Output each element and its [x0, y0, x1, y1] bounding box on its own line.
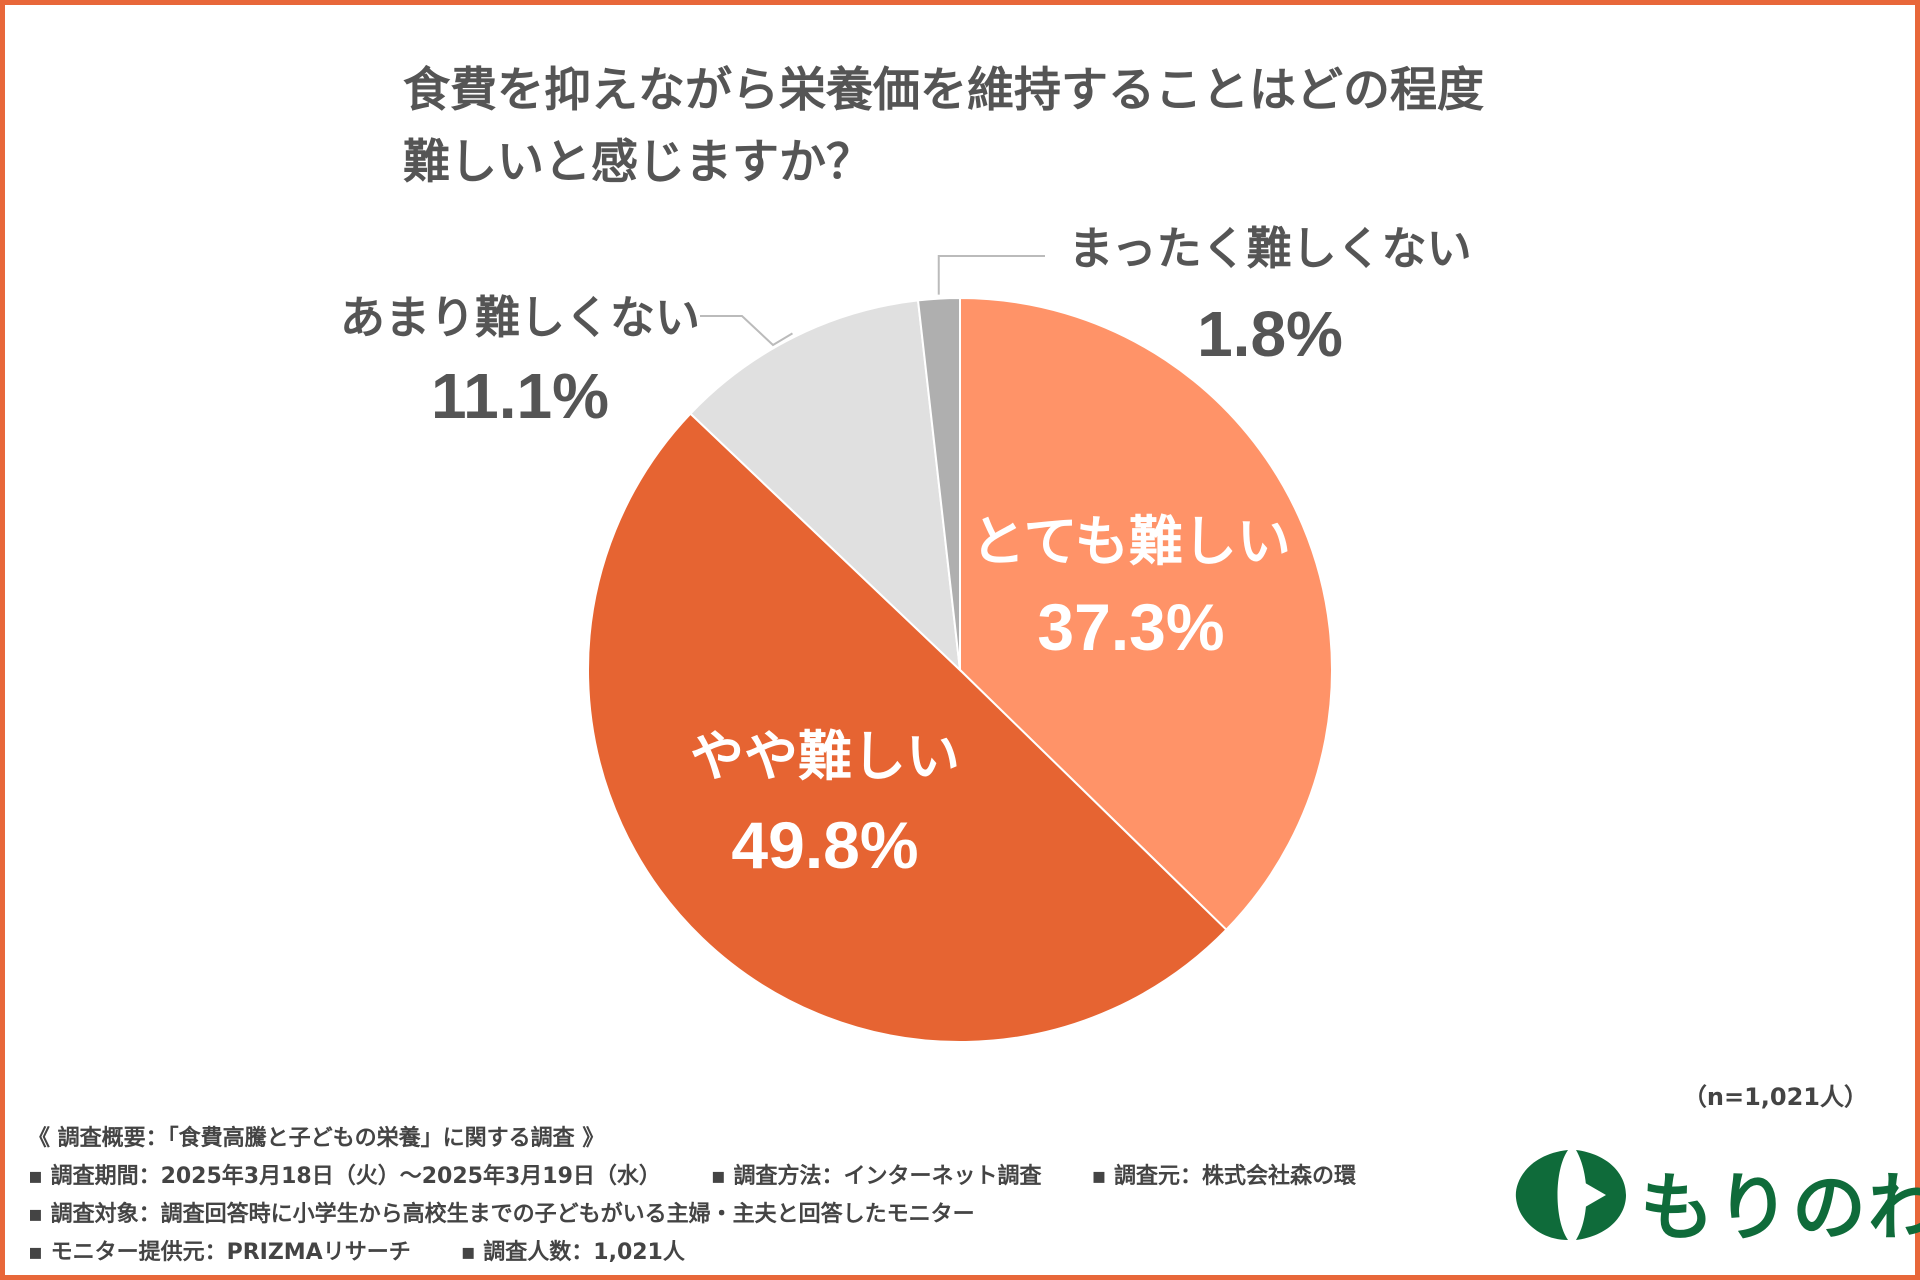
slice-label-4: まったく難しくない: [1068, 222, 1471, 275]
pie-slice-4: [916, 296, 961, 671]
survey-source: ▪ 調査元：株式会社森の環: [1091, 1164, 1357, 1189]
leader-line-3: [700, 315, 793, 347]
survey-row-3: ▪ モニター提供元：PRIZMAリサーチ ▪ 調査人数：1,021人: [28, 1234, 1356, 1272]
survey-count: ▪ 調査人数：1,021人: [460, 1240, 685, 1265]
survey-heading: 《 調査概要：「食費高騰と子どもの栄養」に関する調査 》: [28, 1126, 605, 1151]
slice-value-2: 49.8%: [731, 808, 918, 882]
slice-value-3: 11.1%: [431, 360, 609, 432]
slice-value-4: 1.8%: [1197, 298, 1343, 370]
chart-title-line-2: 難しいと感じますか？: [403, 135, 873, 190]
survey-row-1: ▪ 調査期間：2025年3月18日（火）～2025年3月19日（水） ▪ 調査方法…: [28, 1158, 1356, 1196]
slice-value-1: 37.3%: [1037, 590, 1224, 664]
survey-notes: 《 調査概要：「食費高騰と子どもの栄養」に関する調査 》 ▪ 調査期間：2025…: [28, 1120, 1356, 1272]
logo-text: もりのわ: [1640, 1165, 1920, 1251]
pie-slice-3: [689, 299, 962, 673]
survey-period: ▪ 調査期間：2025年3月18日（火）～2025年3月19日（水）: [28, 1164, 661, 1189]
survey-target: ▪ 調査対象：調査回答時に小学生から高校生までの子どもがいる主婦・主夫と回答した…: [28, 1202, 975, 1227]
slice-label-3: あまり難しくない: [340, 291, 700, 344]
leader-line-4: [937, 255, 1045, 295]
chart-title: 食費を抑えながら栄養価を維持することはどの程度 難しいと感じますか？: [403, 55, 1603, 199]
slice-label-1: とても難しい: [971, 510, 1291, 573]
sample-size-note: （n=1,021人）: [1682, 1083, 1868, 1111]
pie-slice-1: [959, 296, 1333, 932]
chart-title-line-1: 食費を抑えながら栄養価を維持することはどの程度: [403, 63, 1484, 118]
survey-method: ▪ 調査方法：インターネット調査: [710, 1164, 1042, 1189]
pie-slice-2: [586, 412, 1228, 1044]
leaf-icon: [1515, 1150, 1626, 1240]
morinowa-logo: もりのわ: [1510, 1140, 1920, 1251]
survey-provider: ▪ モニター提供元：PRIZMAリサーチ: [28, 1240, 411, 1265]
slice-label-2: やや難しい: [690, 725, 960, 788]
